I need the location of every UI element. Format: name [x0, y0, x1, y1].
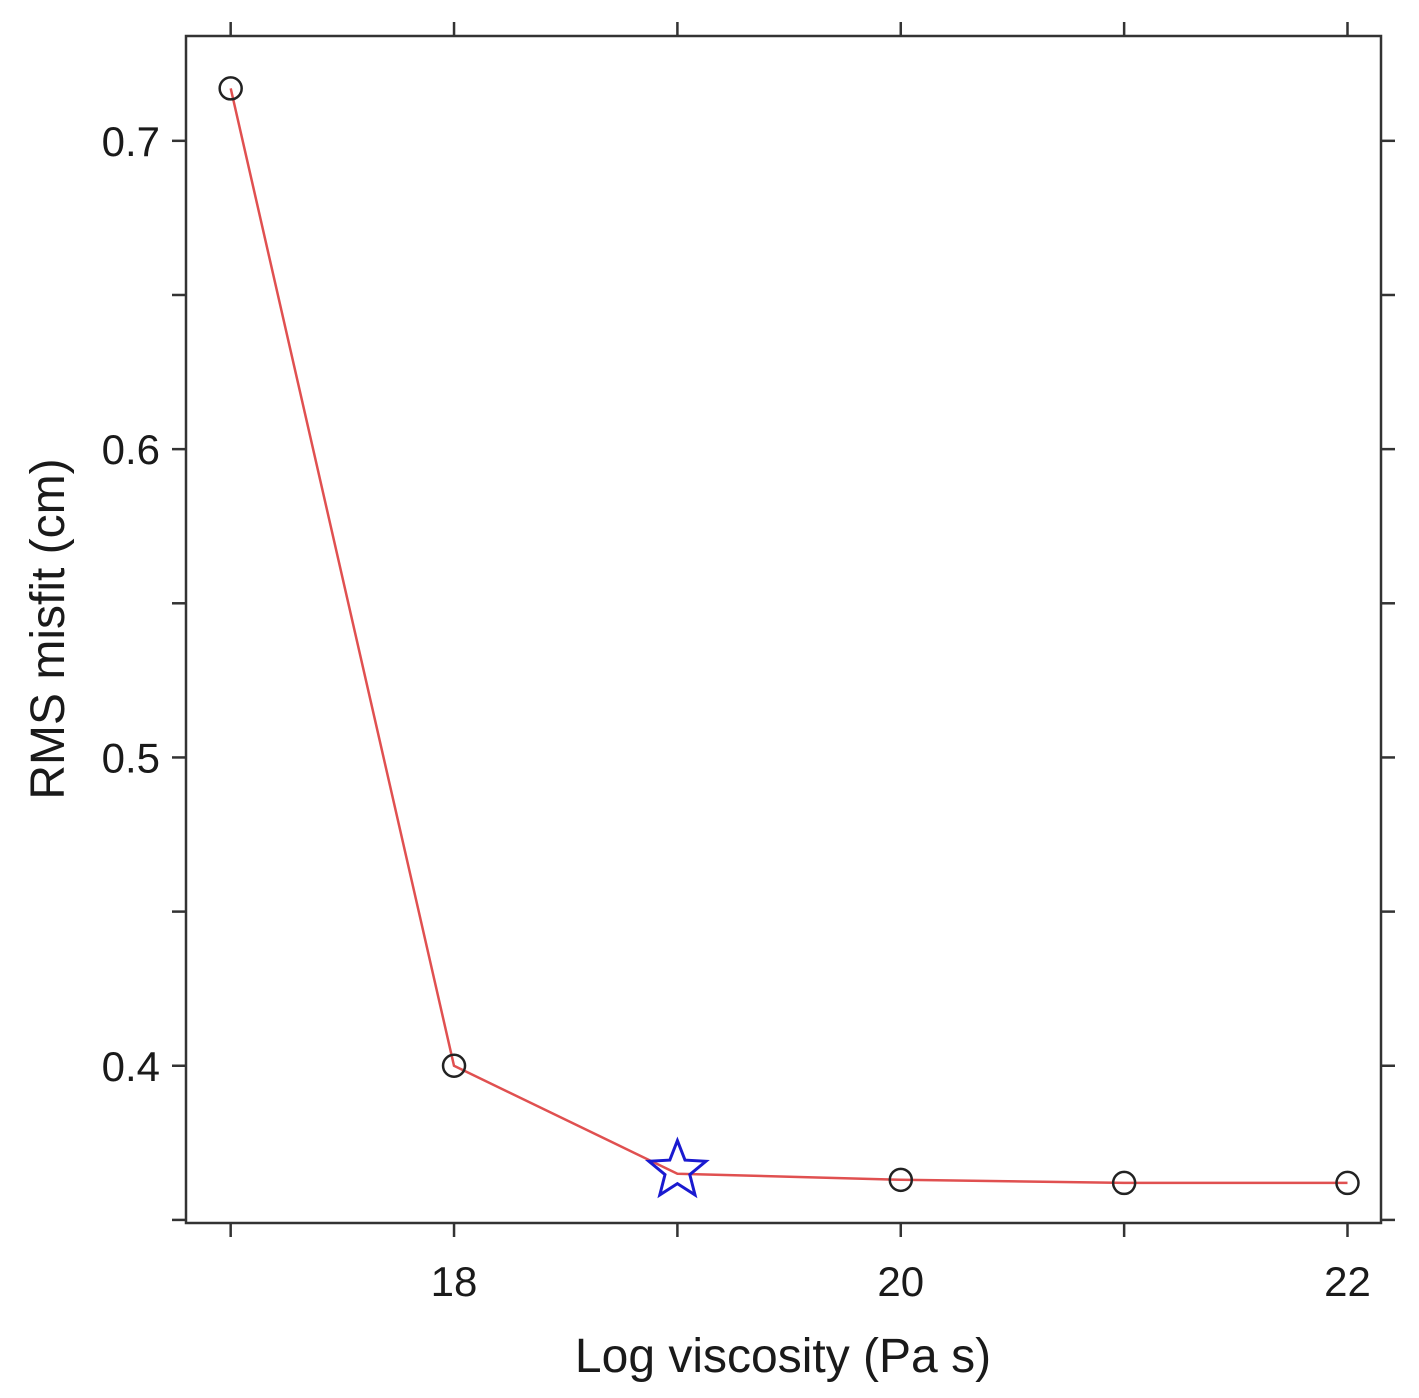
x-tick-label: 18	[431, 1258, 478, 1305]
series-line	[229, 88, 1348, 1185]
axis-ticks	[172, 22, 1395, 1237]
x-axis-label: Log viscosity (Pa s)	[575, 1330, 991, 1383]
y-tick-label: 0.6	[102, 426, 160, 473]
x-tick-labels: 18 20 22	[431, 1258, 1371, 1305]
y-tick-label: 0.4	[102, 1043, 160, 1090]
data-point	[218, 76, 243, 101]
data-point	[1335, 1170, 1360, 1196]
data-point	[888, 1167, 914, 1193]
plot-area-frame	[184, 34, 1383, 1225]
y-tick-label: 0.7	[102, 118, 160, 165]
y-axis-label: RMS misfit (cm)	[22, 458, 75, 799]
y-tick-label: 0.5	[102, 734, 160, 781]
data-point	[1111, 1170, 1137, 1196]
markers-group	[218, 76, 1360, 1196]
best-fit-star-marker	[644, 1136, 710, 1199]
series-group	[229, 88, 1348, 1185]
y-tick-labels: 0.4 0.5 0.6 0.7	[102, 118, 160, 1090]
data-point	[441, 1053, 467, 1079]
x-tick-label: 22	[1324, 1258, 1371, 1305]
x-tick-label: 20	[877, 1258, 924, 1305]
highlight-group	[644, 1136, 710, 1199]
